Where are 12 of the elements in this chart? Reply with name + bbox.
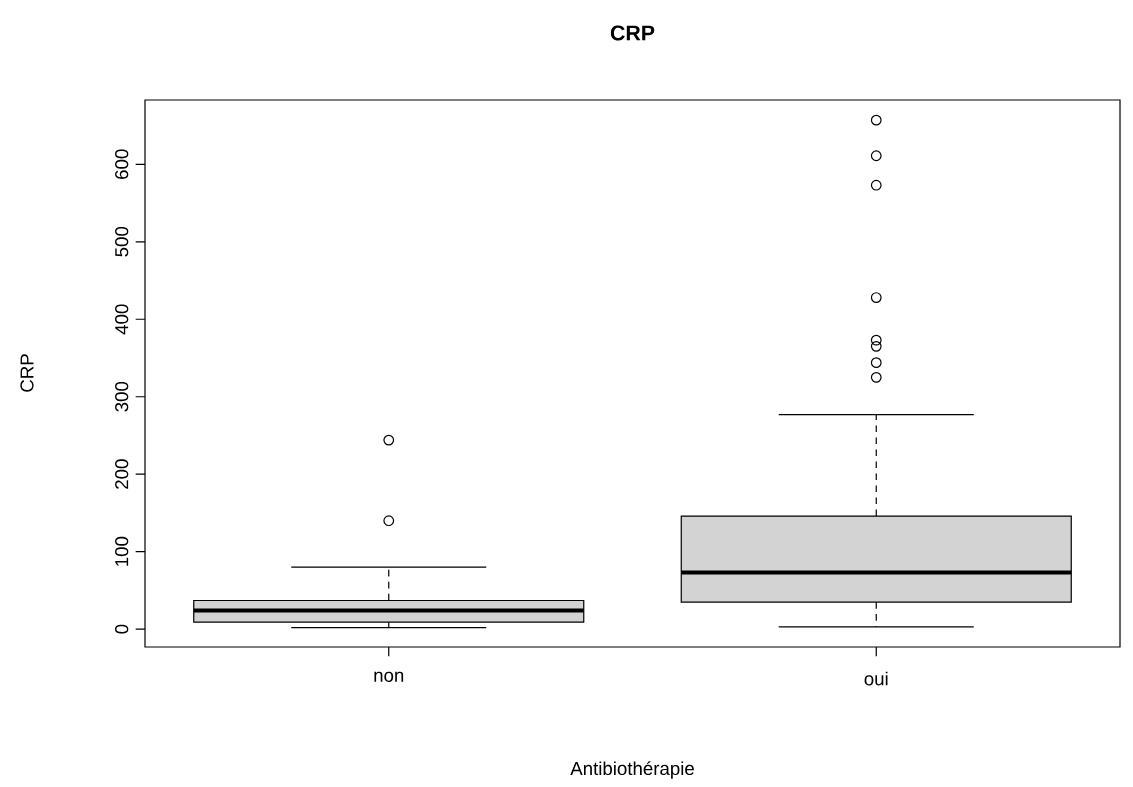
y-axis-title: CRP: [20, 354, 34, 392]
x-tick-label: non: [374, 671, 404, 682]
y-tick-label: 500: [115, 226, 129, 257]
y-tick-label: 300: [115, 381, 129, 412]
y-tick-label: 0: [115, 624, 129, 634]
y-tick-label: 600: [115, 149, 129, 179]
x-tick-label: oui: [864, 671, 888, 686]
y-tick-label: 100: [115, 536, 129, 566]
y-tick-label: 400: [115, 304, 129, 335]
chart-title: CRP: [610, 25, 655, 41]
y-tick-label: 200: [115, 459, 129, 489]
x-axis-title: Antibiothérapie: [570, 761, 694, 779]
